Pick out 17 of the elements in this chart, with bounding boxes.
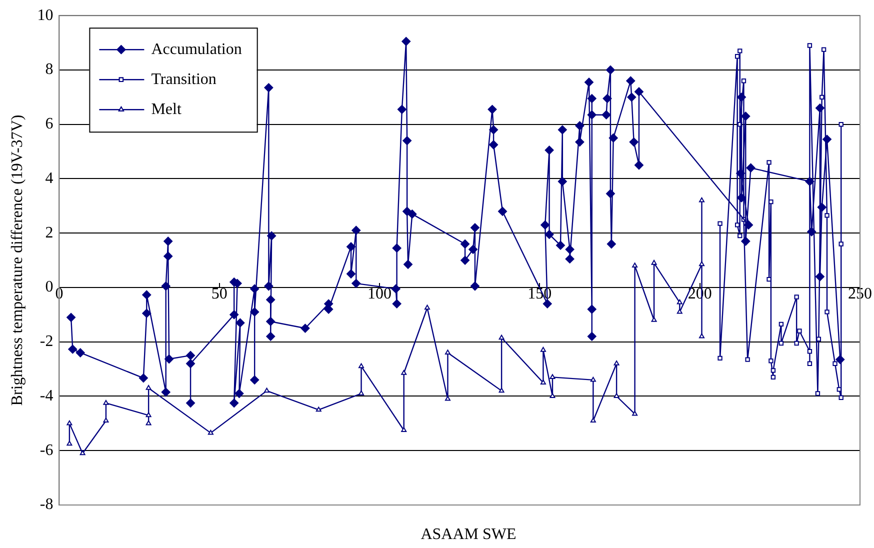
y-tick-label: -2 [40,333,54,350]
y-tick-label: 2 [45,224,54,242]
y-tick-label: 8 [45,61,54,78]
y-tick-label: -4 [40,387,54,404]
x-tick-label: 100 [368,285,392,302]
legend-label: Transition [151,70,216,88]
x-tick-label: 250 [848,285,872,302]
x-axis-title: ASAAM SWE [420,526,518,544]
legend-label: Melt [151,100,182,118]
y-axis-title: Brightness temperature difference (19V-37V) [8,114,26,406]
y-tick-label: -6 [40,442,54,459]
y-tick-label: 6 [45,116,54,133]
y-tick-label: 4 [45,170,54,187]
legend-label: Accumulation [151,40,242,58]
x-tick-label: 50 [211,285,228,302]
y-tick-label: 10 [37,6,54,24]
y-tick-label: -8 [40,496,54,514]
